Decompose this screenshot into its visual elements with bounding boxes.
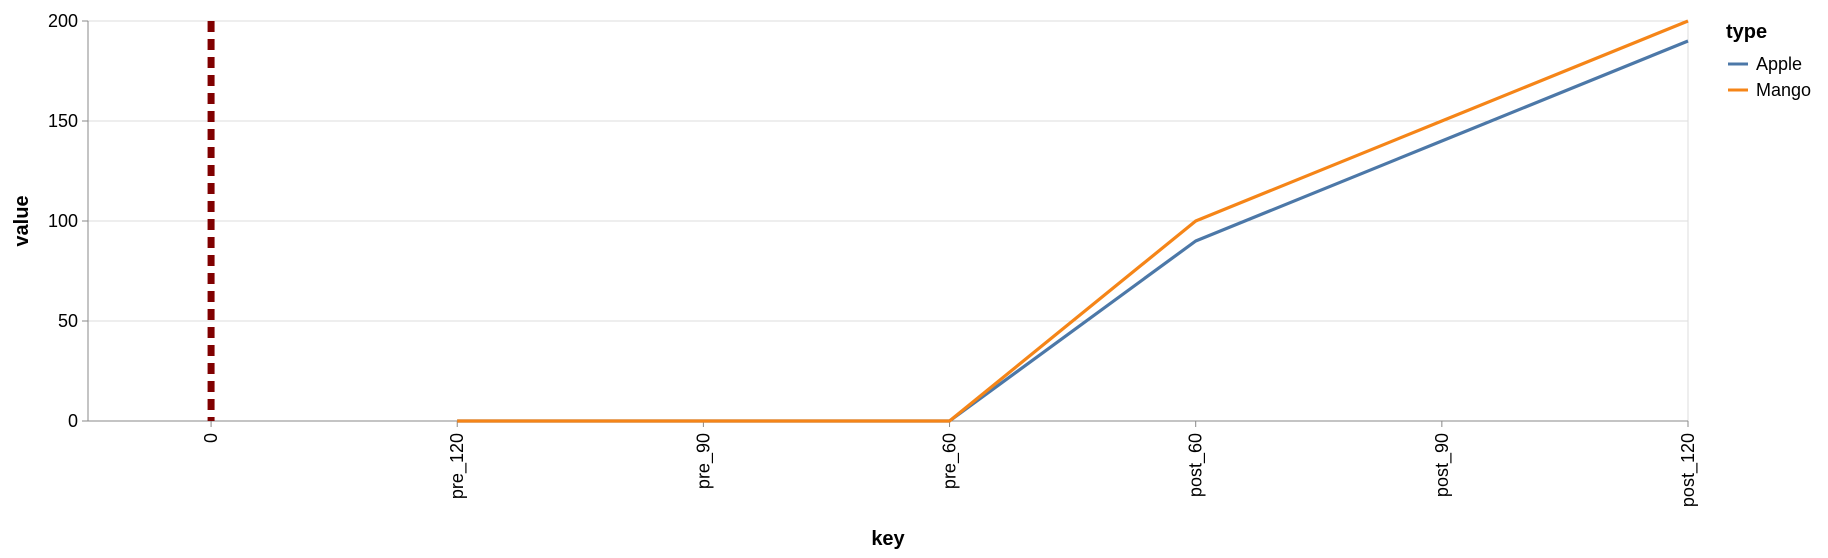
- grid-lines: [88, 20, 1688, 422]
- y-axis-title: value: [11, 195, 33, 246]
- series-line-apple: [457, 39, 1689, 423]
- x-tick-label: pre_60: [940, 433, 961, 489]
- x-axis-title: key: [871, 528, 905, 550]
- y-tick-label: 150: [48, 111, 78, 131]
- x-tick-label: post_120: [1678, 433, 1699, 507]
- y-tick-label: 50: [58, 311, 78, 331]
- y-tick-label: 100: [48, 211, 78, 231]
- y-tick-label: 0: [68, 411, 78, 431]
- x-tick-label: pre_120: [447, 433, 468, 499]
- series-line-mango: [457, 19, 1689, 423]
- x-tick-label: post_90: [1432, 433, 1453, 497]
- legend: type Apple Mango: [1726, 21, 1811, 100]
- legend-title: type: [1726, 21, 1767, 43]
- x-tick-label: 0: [201, 433, 221, 443]
- axes: 0 50 100 150 200 0 pre_120 pre_90 pre_60 post_60 p…: [48, 11, 1699, 507]
- legend-label-apple: Apple: [1756, 54, 1802, 74]
- y-tick-label: 200: [48, 11, 78, 31]
- series-lines: [457, 19, 1689, 423]
- legend-label-mango: Mango: [1756, 80, 1811, 100]
- x-tick-label: pre_90: [693, 433, 714, 489]
- x-tick-label: post_60: [1186, 433, 1207, 497]
